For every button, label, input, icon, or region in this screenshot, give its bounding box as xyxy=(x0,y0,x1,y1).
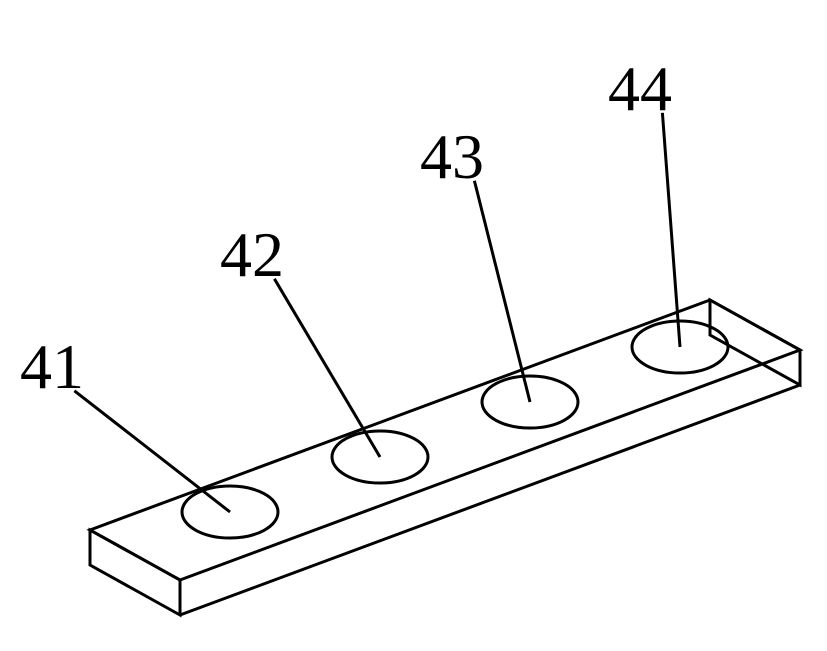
label-42: 42 xyxy=(220,218,284,292)
label-41: 41 xyxy=(20,330,84,404)
leader-line-41 xyxy=(74,391,230,512)
plate-front-face xyxy=(90,530,180,615)
leader-line-44 xyxy=(662,113,680,347)
plate-right-face xyxy=(710,300,800,385)
diagram-canvas xyxy=(0,0,827,651)
leader-line-43 xyxy=(474,181,530,402)
plate-top-face xyxy=(90,300,800,580)
label-43: 43 xyxy=(420,120,484,194)
label-44: 44 xyxy=(608,52,672,126)
leader-line-42 xyxy=(274,279,380,457)
